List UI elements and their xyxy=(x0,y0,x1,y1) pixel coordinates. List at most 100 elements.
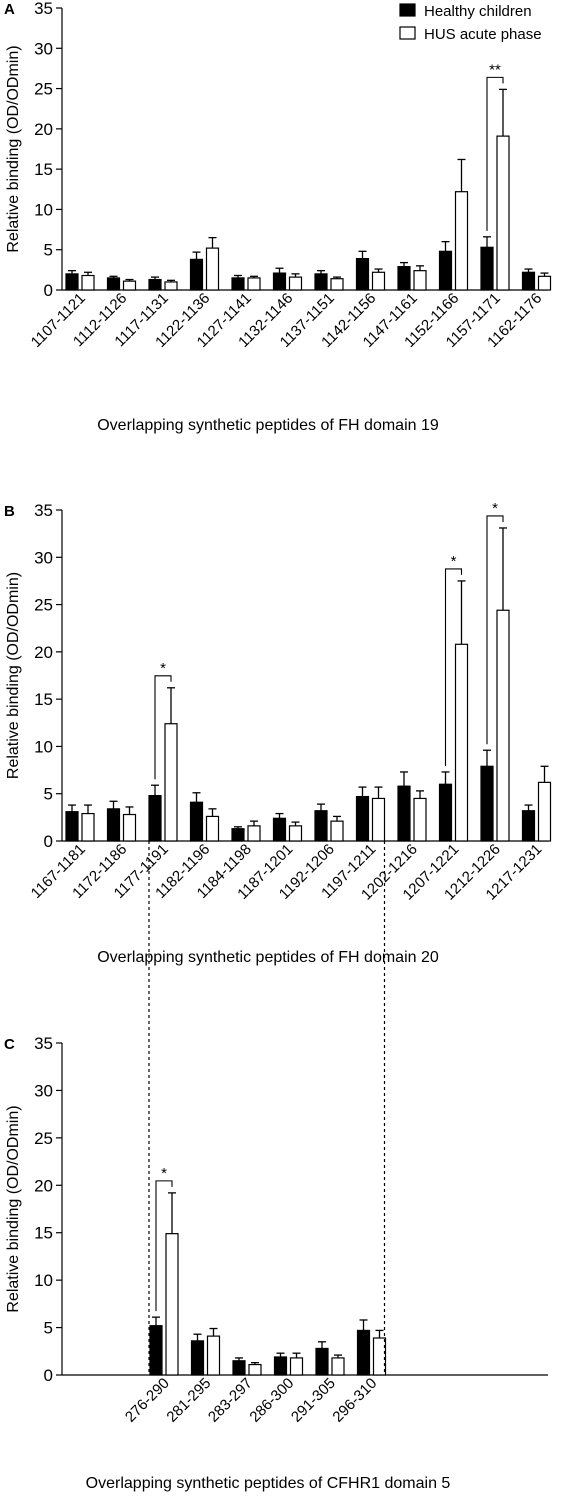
bar xyxy=(165,1233,179,1376)
bar xyxy=(330,278,344,291)
legend-label: HUS acute phase xyxy=(424,26,542,43)
bar xyxy=(231,277,245,291)
x-axis-title: Overlapping synthetic peptides of CFHR1 … xyxy=(86,1475,451,1492)
bar xyxy=(81,274,95,291)
bar xyxy=(496,609,510,842)
bar xyxy=(189,258,204,291)
bar xyxy=(106,277,121,291)
bar xyxy=(206,1335,221,1376)
bar xyxy=(371,797,386,842)
bar xyxy=(397,785,411,842)
x-tick-label: 276-290 xyxy=(122,1375,173,1426)
significance-marker: * xyxy=(451,553,457,570)
bar xyxy=(190,1340,205,1376)
y-tick-label: 15 xyxy=(34,690,53,709)
bar xyxy=(454,643,469,842)
bar xyxy=(65,273,79,291)
bar xyxy=(356,1329,371,1376)
y-axis-title: Relative binding (OD/ODmin) xyxy=(5,45,22,252)
bar xyxy=(413,270,427,291)
bar xyxy=(521,810,536,842)
bar xyxy=(537,275,552,291)
y-tick-label: 30 xyxy=(34,39,53,58)
bar xyxy=(480,246,494,291)
legend-swatch xyxy=(399,3,416,17)
dashed-connector-lines xyxy=(148,841,386,1375)
y-tick-label: 30 xyxy=(34,548,53,567)
x-tick-label: 283-297 xyxy=(205,1375,256,1426)
bar xyxy=(438,783,453,842)
x-axis-title: Overlapping synthetic peptides of FH dom… xyxy=(97,417,439,434)
bar xyxy=(272,817,287,842)
x-tick-label: 296-310 xyxy=(329,1375,380,1426)
bar xyxy=(106,808,121,842)
bar xyxy=(438,250,453,291)
y-tick-label: 5 xyxy=(44,785,53,804)
bar xyxy=(205,815,220,842)
bar xyxy=(232,1360,246,1376)
y-tick-label: 10 xyxy=(34,737,53,756)
significance-bracket xyxy=(486,515,504,745)
bar xyxy=(148,795,162,842)
legend-swatch xyxy=(399,26,416,40)
bar xyxy=(81,812,95,842)
bar xyxy=(122,813,137,842)
bar xyxy=(454,191,469,291)
significance-bracket xyxy=(486,76,504,231)
bar xyxy=(189,801,204,842)
bar xyxy=(248,1363,262,1376)
legend-label: Healthy children xyxy=(424,3,532,20)
y-tick-label: 10 xyxy=(34,200,53,219)
y-tick-label: 35 xyxy=(34,1034,53,1053)
significance-marker: * xyxy=(492,500,498,517)
bar xyxy=(371,271,386,291)
significance-bracket xyxy=(154,675,172,780)
y-tick-label: 20 xyxy=(34,643,53,662)
y-tick-label: 15 xyxy=(34,1224,53,1243)
bar xyxy=(496,135,510,291)
bar xyxy=(247,825,261,842)
bar xyxy=(65,811,79,842)
y-tick-label: 15 xyxy=(34,160,53,179)
bar xyxy=(164,723,178,842)
bar xyxy=(315,1347,329,1376)
panel-label: B xyxy=(4,503,15,520)
bar xyxy=(537,781,552,842)
significance-bracket xyxy=(155,1180,173,1312)
y-tick-label: 10 xyxy=(34,1271,53,1290)
chart-panel-c: C 0 5 10 15 20 25 30 35 Relative binding (OD/ODmi… xyxy=(4,1034,548,1492)
y-tick-label: 20 xyxy=(34,120,53,139)
y-tick-label: 0 xyxy=(44,832,53,851)
significance-marker: * xyxy=(160,660,166,677)
bar xyxy=(331,1357,345,1376)
y-tick-label: 0 xyxy=(44,281,53,300)
bar xyxy=(288,825,303,842)
x-axis-title: Overlapping synthetic peptides of FH dom… xyxy=(97,949,439,966)
bar xyxy=(397,266,411,291)
significance-bracket xyxy=(444,568,463,766)
bar xyxy=(247,277,261,291)
bar xyxy=(314,810,328,842)
bar xyxy=(231,828,245,842)
y-tick-label: 35 xyxy=(34,501,53,520)
bar xyxy=(521,271,536,291)
y-axis-title: Relative binding (OD/ODmin) xyxy=(5,572,22,779)
bar xyxy=(480,765,494,842)
bar xyxy=(149,1325,163,1376)
x-tick-label: 286-300 xyxy=(246,1375,297,1426)
panel-label: A xyxy=(4,1,15,18)
chart-panel-b: B 0 5 10 15 20 25 30 35 Relative binding (OD/ODmi… xyxy=(4,500,552,966)
bar xyxy=(205,247,220,291)
y-axis-title: Relative binding (OD/ODmin) xyxy=(5,1105,22,1312)
bar xyxy=(273,1356,288,1376)
bar xyxy=(314,273,328,291)
bar xyxy=(289,1357,304,1376)
y-tick-label: 25 xyxy=(34,1129,53,1148)
y-tick-label: 5 xyxy=(44,241,53,260)
y-tick-label: 35 xyxy=(34,0,53,18)
bar xyxy=(164,281,178,291)
y-tick-label: 5 xyxy=(44,1319,53,1338)
bar xyxy=(272,272,287,291)
bar xyxy=(148,278,162,291)
